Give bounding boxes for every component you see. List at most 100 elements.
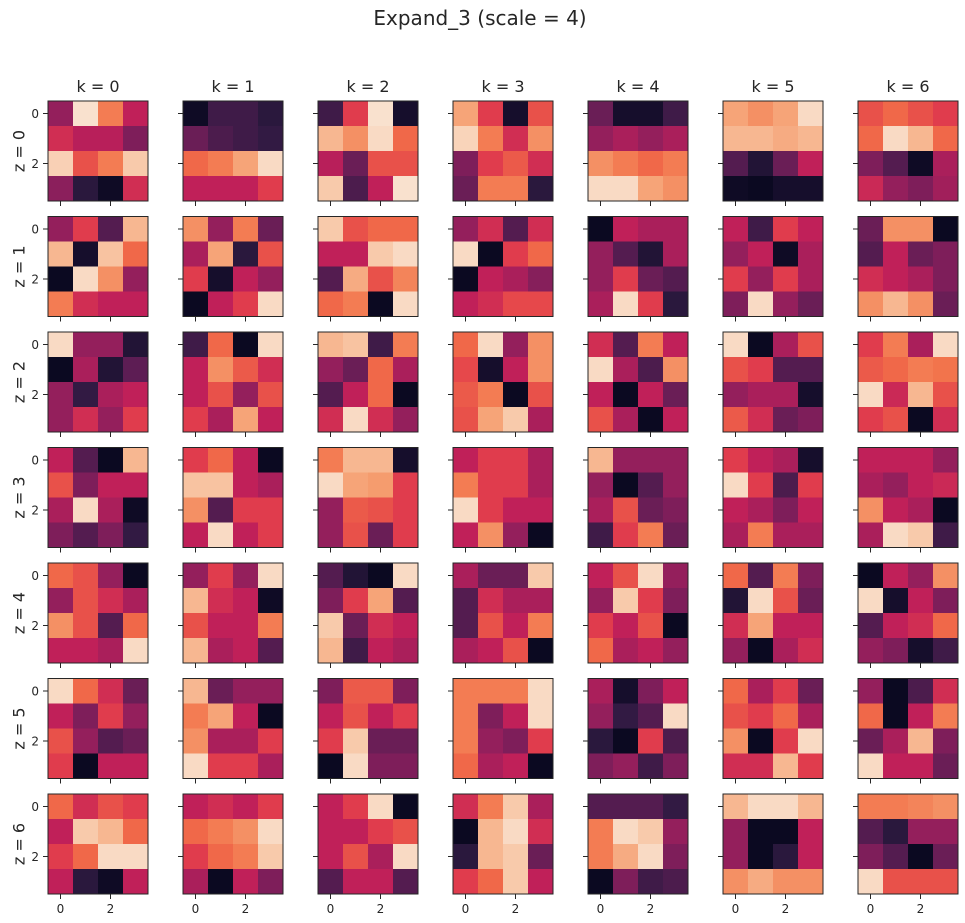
heatmap-cell xyxy=(798,447,824,473)
heatmap-cell xyxy=(393,472,419,498)
heatmap-cell xyxy=(478,151,504,177)
heatmap-cell xyxy=(73,332,99,358)
heatmap-cell xyxy=(368,472,394,498)
heatmap-cell xyxy=(933,497,959,523)
heatmap-cell xyxy=(883,176,909,202)
heatmap-cell xyxy=(663,176,689,202)
heatmap-cell xyxy=(528,678,554,704)
heatmap-cell xyxy=(478,638,504,664)
panel-frame xyxy=(317,100,419,202)
heatmap-cell xyxy=(98,472,124,498)
heatmap-cell xyxy=(343,332,369,358)
heatmap-cell xyxy=(908,563,934,589)
heatmap-cell xyxy=(343,151,369,177)
heatmap-cell xyxy=(183,638,209,664)
heatmap-cell xyxy=(233,678,259,704)
heatmap-cell xyxy=(748,703,774,729)
heatmap-cell xyxy=(723,126,749,152)
heatmap-cell xyxy=(453,472,479,498)
heatmap-cell xyxy=(503,291,529,317)
heatmap-cell xyxy=(368,266,394,292)
panel-z4-k0: 02 xyxy=(31,562,149,668)
heatmap-cell xyxy=(933,332,959,358)
heatmap-cell xyxy=(478,753,504,779)
panel-z5-k4 xyxy=(583,678,689,784)
heatmap-cell xyxy=(73,216,99,242)
heatmap-cell xyxy=(393,407,419,433)
panel-z0-k0: 02 xyxy=(31,100,149,206)
heatmap-cell xyxy=(883,266,909,292)
heatmap-cell xyxy=(858,819,884,845)
heatmap-cell xyxy=(723,563,749,589)
heatmap-cell xyxy=(48,728,74,754)
heatmap-cell xyxy=(368,638,394,664)
heatmap-cell xyxy=(723,176,749,202)
panel-z0-k3 xyxy=(448,100,554,206)
heatmap-cell xyxy=(638,126,664,152)
x-tick-label: 0 xyxy=(867,902,875,916)
heatmap-cell xyxy=(98,613,124,639)
heatmap-cell xyxy=(588,869,614,895)
heatmap-cell xyxy=(798,638,824,664)
heatmap-cell xyxy=(613,703,639,729)
heatmap-cell xyxy=(858,472,884,498)
heatmap-cell xyxy=(663,241,689,267)
panel-z2-k1 xyxy=(178,331,284,437)
heatmap-cell xyxy=(123,357,149,383)
heatmap-cell xyxy=(883,588,909,614)
heatmap-cell xyxy=(503,522,529,548)
heatmap-cell xyxy=(883,447,909,473)
heatmap-cell xyxy=(73,176,99,202)
y-tick-label: 0 xyxy=(31,454,39,468)
heatmap-cell xyxy=(908,266,934,292)
panel-z3-k5 xyxy=(718,447,824,553)
panel-z5-k5 xyxy=(718,678,824,784)
heatmap-cell xyxy=(453,613,479,639)
heatmap-cell xyxy=(798,728,824,754)
heatmap-cell xyxy=(638,472,664,498)
heatmap-cell xyxy=(258,588,284,614)
heatmap-cell xyxy=(258,497,284,523)
heatmap-cell xyxy=(883,844,909,870)
heatmap-cell xyxy=(48,753,74,779)
heatmap-cell xyxy=(48,382,74,408)
heatmap-cell xyxy=(98,357,124,383)
heatmap-cell xyxy=(528,522,554,548)
heatmap-cell xyxy=(748,613,774,639)
heatmap-cell xyxy=(858,332,884,358)
heatmap-cell xyxy=(368,176,394,202)
heatmap-cell xyxy=(723,678,749,704)
heatmap-cell xyxy=(663,472,689,498)
heatmap-cell xyxy=(343,794,369,820)
heatmap-cell xyxy=(98,638,124,664)
panel-frame xyxy=(317,331,419,433)
heatmap-cell xyxy=(723,101,749,127)
heatmap-cell xyxy=(908,291,934,317)
heatmap-cell xyxy=(933,522,959,548)
heatmap-cell xyxy=(393,869,419,895)
heatmap-cell xyxy=(208,407,234,433)
y-tick-label: 0 xyxy=(31,107,39,121)
heatmap-cell xyxy=(98,819,124,845)
column-title: k = 6 xyxy=(886,77,929,96)
panel-frame xyxy=(722,331,824,433)
heatmap-cell xyxy=(98,176,124,202)
heatmap-cell xyxy=(883,753,909,779)
heatmap-cell xyxy=(773,728,799,754)
heatmap-cell xyxy=(748,216,774,242)
heatmap-cell xyxy=(638,407,664,433)
heatmap-cell xyxy=(528,332,554,358)
heatmap-cell xyxy=(343,382,369,408)
x-tick-label: 0 xyxy=(57,902,65,916)
heatmap-cell xyxy=(613,382,639,408)
heatmap-cell xyxy=(343,869,369,895)
heatmap-cell xyxy=(343,563,369,589)
heatmap-cell xyxy=(883,126,909,152)
heatmap-cell xyxy=(773,753,799,779)
y-tick-label: 2 xyxy=(31,388,39,402)
heatmap-cell xyxy=(933,728,959,754)
heatmap-cell xyxy=(663,101,689,127)
heatmap-cell xyxy=(343,844,369,870)
heatmap-cell xyxy=(933,844,959,870)
